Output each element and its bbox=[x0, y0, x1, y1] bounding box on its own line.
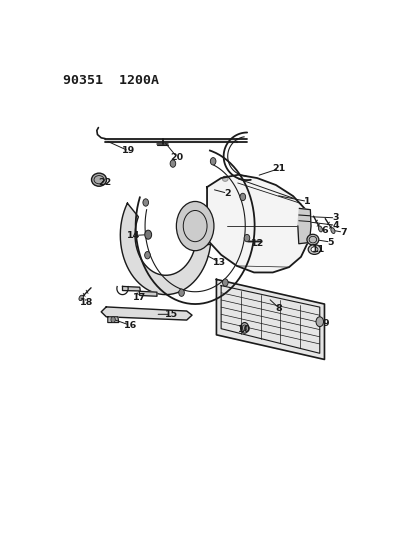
Text: 20: 20 bbox=[171, 153, 184, 162]
Text: 7: 7 bbox=[340, 228, 347, 237]
Circle shape bbox=[179, 289, 184, 296]
Text: 21: 21 bbox=[272, 164, 286, 173]
Text: 11: 11 bbox=[311, 245, 325, 254]
Text: 1: 1 bbox=[304, 197, 311, 206]
Ellipse shape bbox=[307, 235, 319, 245]
Text: 13: 13 bbox=[213, 257, 226, 266]
Circle shape bbox=[143, 199, 149, 206]
Text: 15: 15 bbox=[164, 310, 178, 319]
Text: 90351  1200A: 90351 1200A bbox=[63, 74, 159, 87]
Text: 8: 8 bbox=[276, 304, 282, 313]
Circle shape bbox=[111, 317, 115, 322]
Circle shape bbox=[177, 201, 214, 251]
Circle shape bbox=[223, 279, 228, 286]
Text: 2: 2 bbox=[224, 189, 231, 198]
Text: 18: 18 bbox=[80, 298, 93, 308]
Circle shape bbox=[145, 230, 152, 239]
Text: 12: 12 bbox=[250, 239, 264, 248]
Polygon shape bbox=[217, 279, 324, 359]
Polygon shape bbox=[298, 208, 311, 244]
Circle shape bbox=[316, 317, 324, 327]
Ellipse shape bbox=[318, 226, 322, 232]
Text: 4: 4 bbox=[332, 221, 339, 230]
Circle shape bbox=[240, 193, 246, 200]
Polygon shape bbox=[122, 286, 157, 296]
Text: 9: 9 bbox=[323, 319, 329, 328]
Circle shape bbox=[210, 158, 216, 165]
Text: 5: 5 bbox=[328, 238, 334, 247]
Circle shape bbox=[240, 322, 249, 333]
Polygon shape bbox=[108, 317, 119, 322]
Text: 6: 6 bbox=[321, 227, 328, 236]
Text: 19: 19 bbox=[122, 147, 135, 156]
Ellipse shape bbox=[92, 173, 107, 186]
Text: 16: 16 bbox=[124, 321, 137, 330]
Ellipse shape bbox=[79, 295, 83, 301]
Polygon shape bbox=[120, 203, 210, 295]
Text: 22: 22 bbox=[99, 179, 112, 188]
Ellipse shape bbox=[308, 245, 321, 254]
Circle shape bbox=[170, 160, 176, 167]
Text: 3: 3 bbox=[332, 213, 339, 222]
Text: 14: 14 bbox=[127, 231, 140, 240]
Text: 17: 17 bbox=[133, 293, 146, 302]
Ellipse shape bbox=[311, 247, 318, 252]
Circle shape bbox=[145, 252, 150, 259]
Ellipse shape bbox=[331, 228, 335, 233]
Circle shape bbox=[244, 235, 250, 242]
Polygon shape bbox=[101, 307, 192, 320]
Polygon shape bbox=[206, 175, 310, 272]
Text: 10: 10 bbox=[238, 326, 251, 334]
Ellipse shape bbox=[222, 176, 228, 181]
